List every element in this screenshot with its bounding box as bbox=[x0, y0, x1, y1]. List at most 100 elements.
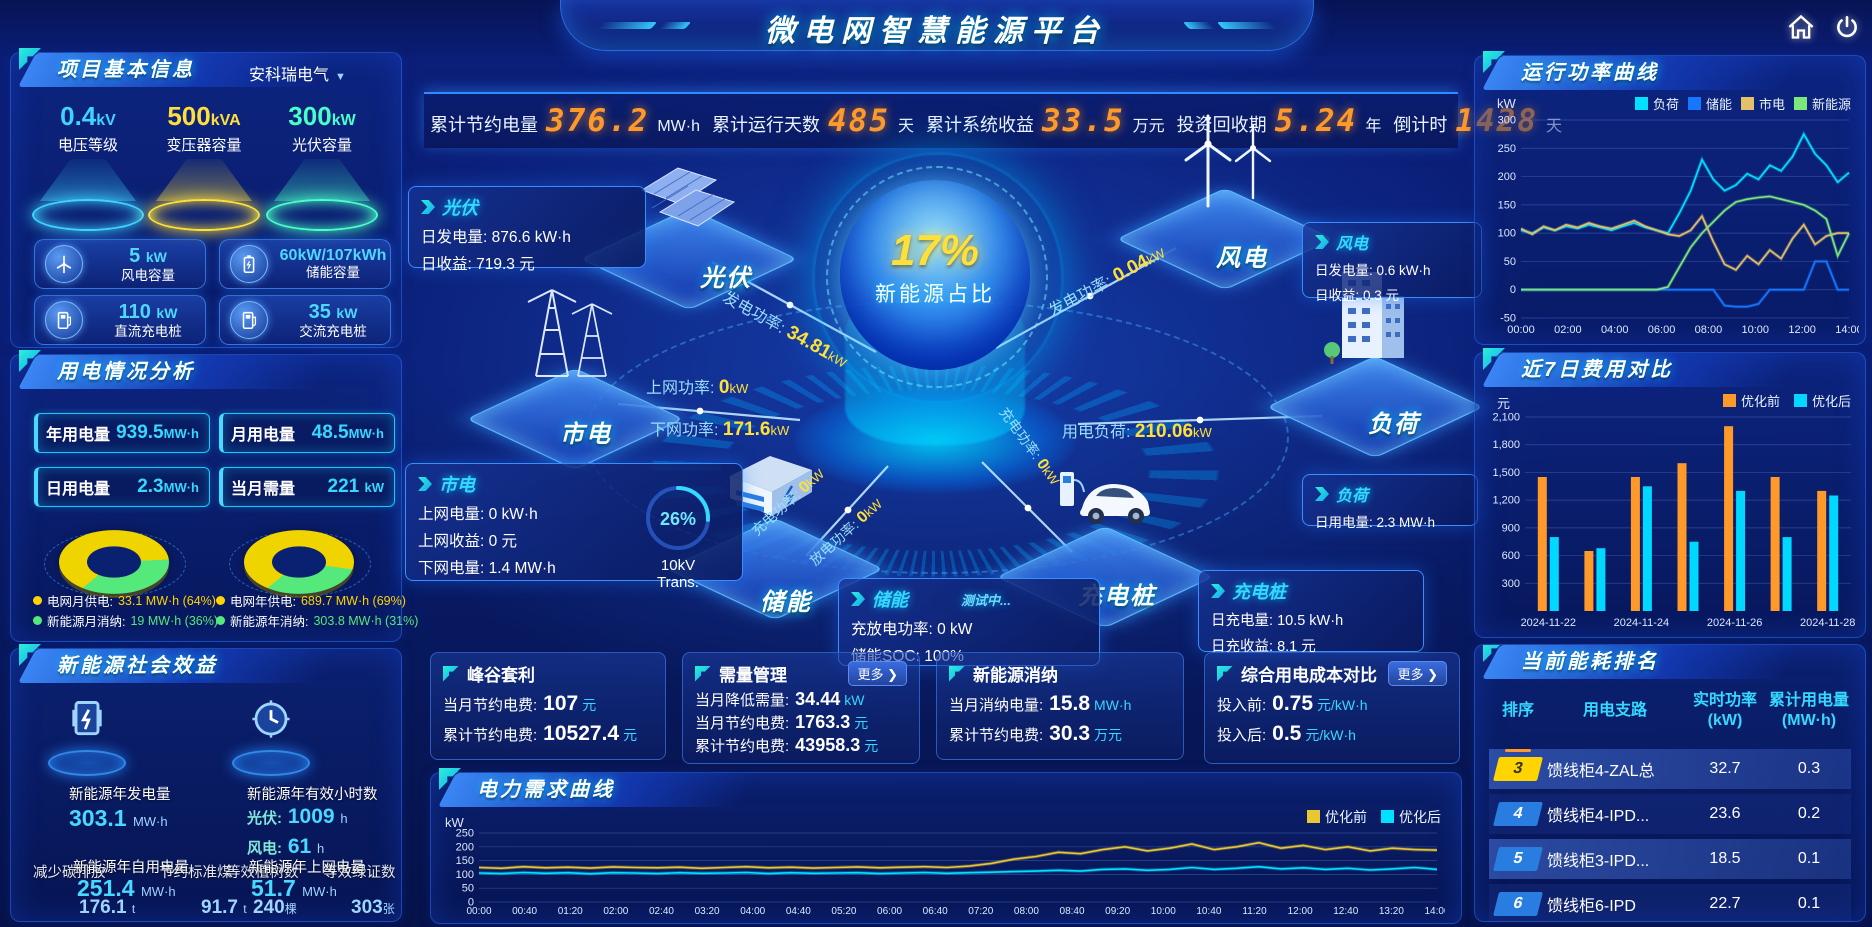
legend-dot bbox=[33, 596, 42, 605]
svg-text:2024-11-28: 2024-11-28 bbox=[1800, 617, 1855, 629]
svg-text:2,100: 2,100 bbox=[1492, 412, 1520, 424]
charger-day-energy: 日充电量: 10.5 kW·h bbox=[1211, 613, 1344, 629]
card-cost-comparison: 综合用电成本对比 更多 ❯ 投入前: 0.75 元/kW·h 投入后: 0.5 元/kW… bbox=[1204, 652, 1460, 764]
legend-item: 优化前 bbox=[1307, 807, 1367, 827]
light-cone bbox=[156, 159, 252, 201]
realtime-power: 18.5 bbox=[1709, 850, 1741, 867]
stat-month-usage: 月用电量 48.5MW·h bbox=[219, 413, 395, 453]
kpi-value: 376.2 bbox=[546, 103, 650, 139]
grid-node-label: 市电 bbox=[560, 421, 612, 448]
svg-text:900: 900 bbox=[1502, 522, 1520, 534]
demand-more-button[interactable]: 更多 ❯ bbox=[848, 661, 907, 686]
ranking-table: 排序 用电支路 实时功率 (kW) 累计用电量 (MW·h) 3 馈线柜4-ZAL总… bbox=[1489, 691, 1851, 921]
panel-cost-comparison: 近7日费用对比 元 优化前 优化后 300 600 900 1,200 1,500 1,80… bbox=[1474, 348, 1866, 638]
svg-text:10:40: 10:40 bbox=[1196, 906, 1221, 917]
svg-text:100: 100 bbox=[456, 869, 474, 881]
realtime-power: 22.7 bbox=[1709, 895, 1741, 912]
stat-day-usage: 日用电量 2.3MW·h bbox=[34, 467, 210, 507]
company-name: 安科瑞电气 bbox=[249, 67, 330, 84]
realtime-power: 32.7 bbox=[1709, 760, 1741, 777]
card-value: 5 bbox=[129, 244, 141, 267]
panel-cost-header: 近7日费用对比 bbox=[1475, 348, 1805, 387]
svg-text:1,200: 1,200 bbox=[1492, 495, 1520, 507]
arrow-icon bbox=[1315, 235, 1329, 249]
annual-generation-value: 303.1 MW·h bbox=[69, 805, 168, 831]
svg-text:12:40: 12:40 bbox=[1333, 906, 1358, 917]
pv-day-income: 日收益: 719.3 元 bbox=[421, 256, 535, 273]
stat-label: 当月需量 bbox=[231, 481, 296, 498]
legend-grid-month: 电网月供电: 33.1 MW·h (64%) bbox=[33, 591, 216, 610]
svg-text:0: 0 bbox=[1510, 284, 1516, 296]
ev-car-charger-icon bbox=[1042, 446, 1166, 541]
renewable-percent: 17% bbox=[890, 226, 980, 275]
panel-title: 用电情况分析 bbox=[57, 361, 195, 383]
wind-info-box: 风电 日发电量: 0.6 kW·h 日收益: 0.3 元 bbox=[1302, 222, 1482, 303]
stat-label: 年用电量 bbox=[46, 427, 111, 444]
svg-text:00:40: 00:40 bbox=[512, 906, 537, 917]
stat-unit: MW·h bbox=[163, 480, 199, 495]
stat-label: 月用电量 bbox=[231, 427, 296, 444]
svg-text:08:00: 08:00 bbox=[1014, 906, 1039, 917]
trees-equivalent-value: 240棵 bbox=[253, 897, 297, 918]
power-chart-legend: 负荷 储能 市电 新能源 bbox=[1634, 94, 1851, 113]
legend-label: 电网年供电: bbox=[230, 595, 296, 609]
svg-text:01:20: 01:20 bbox=[558, 906, 583, 917]
legend-value: 689.7 MW·h (69%) bbox=[300, 593, 406, 608]
panel-usage-header: 用电情况分析 bbox=[11, 350, 341, 389]
branch-name: 馈线柜3-IPD... bbox=[1547, 853, 1650, 870]
ranking-row-1: 3 馈线柜4-ZAL总 32.7 0.3 bbox=[1489, 749, 1851, 789]
home-button[interactable] bbox=[1782, 12, 1820, 46]
kpi-label: 倒计时 bbox=[1393, 115, 1448, 135]
company-dropdown[interactable]: 安科瑞电气 ▼ bbox=[249, 61, 346, 85]
stat-unit: kW bbox=[364, 480, 385, 495]
wind-info-title: 风电 bbox=[1336, 236, 1369, 253]
svg-text:0: 0 bbox=[468, 897, 474, 909]
self-consumption-value: 251.4 MW·h bbox=[77, 875, 176, 901]
wind-node-label: 风电 bbox=[1216, 245, 1268, 272]
svg-text:300: 300 bbox=[1498, 115, 1516, 127]
load-day-usage: 日用电量: 2.3 MW·h bbox=[1315, 515, 1436, 530]
spotlight-label: 变压器容量 bbox=[166, 137, 242, 154]
generation-pedestal bbox=[39, 695, 135, 776]
svg-text:10:00: 10:00 bbox=[1151, 906, 1176, 917]
flow-load-power: 用电负荷: 210.06kW bbox=[1062, 421, 1212, 442]
spotlight-transformer: 500kVA 变压器容量 bbox=[139, 101, 269, 231]
co2-reduction-value: 176.1 t bbox=[79, 897, 136, 918]
svg-text:1,500: 1,500 bbox=[1492, 467, 1520, 479]
cost-more-button[interactable]: 更多 ❯ bbox=[1388, 661, 1447, 686]
legend-item: 储能 bbox=[1687, 94, 1732, 113]
svg-text:2024-11-26: 2024-11-26 bbox=[1707, 617, 1762, 629]
card-label: 储能容量 bbox=[306, 265, 360, 281]
svg-text:00:00: 00:00 bbox=[1507, 324, 1535, 336]
kpi-unit: 万元 bbox=[1132, 118, 1165, 135]
card-corner-icon bbox=[695, 665, 711, 682]
pv-day-generation: 日发电量: 876.6 kW·h bbox=[421, 229, 571, 246]
svg-text:150: 150 bbox=[456, 855, 474, 867]
month-supply-donut bbox=[59, 530, 169, 594]
power-button[interactable] bbox=[1828, 12, 1866, 46]
hub-dashed-ring bbox=[826, 166, 1048, 388]
green-cert-label: 等效绿证数 bbox=[323, 865, 396, 881]
rank-badge: 6 bbox=[1493, 892, 1543, 916]
kpi-label: 投资回收期 bbox=[1176, 115, 1267, 135]
month-saving-row: 当月节约电费: 107 元 bbox=[443, 692, 597, 715]
glow-disc bbox=[32, 199, 144, 231]
stat-year-usage: 年用电量 939.5MW·h bbox=[34, 413, 210, 453]
stat-unit: MW·h bbox=[163, 426, 199, 441]
flow-grid-export: 上网功率: 0kW bbox=[646, 377, 749, 398]
svg-text:04:40: 04:40 bbox=[786, 906, 811, 917]
kpi-value: 485 bbox=[827, 103, 890, 139]
legend-renewable-month: 新能源月消纳: 19 MW·h (36%) bbox=[33, 611, 218, 630]
spotlight-value: 0.4 bbox=[60, 101, 97, 131]
arrow-icon bbox=[418, 477, 432, 491]
svg-text:06:40: 06:40 bbox=[923, 906, 948, 917]
legend-item: 负荷 bbox=[1634, 94, 1679, 113]
card-title: 综合用电成本对比 bbox=[1241, 666, 1377, 685]
coal-saving-label: 节约标准煤 bbox=[159, 865, 232, 881]
card-ac-charger: 35 kW 交流充电桩 bbox=[219, 295, 391, 345]
panel-benefit-header: 新能源社会效益 bbox=[11, 644, 341, 683]
hours-pedestal bbox=[223, 695, 319, 776]
demand-chart-legend: 优化前 优化后 bbox=[1307, 807, 1441, 827]
spotlight-value: 300 bbox=[288, 101, 332, 131]
